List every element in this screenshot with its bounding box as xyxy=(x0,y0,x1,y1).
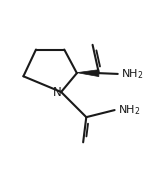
Polygon shape xyxy=(77,70,99,77)
Text: N: N xyxy=(53,86,62,99)
Text: NH$_2$: NH$_2$ xyxy=(118,103,140,117)
Text: NH$_2$: NH$_2$ xyxy=(121,67,143,81)
